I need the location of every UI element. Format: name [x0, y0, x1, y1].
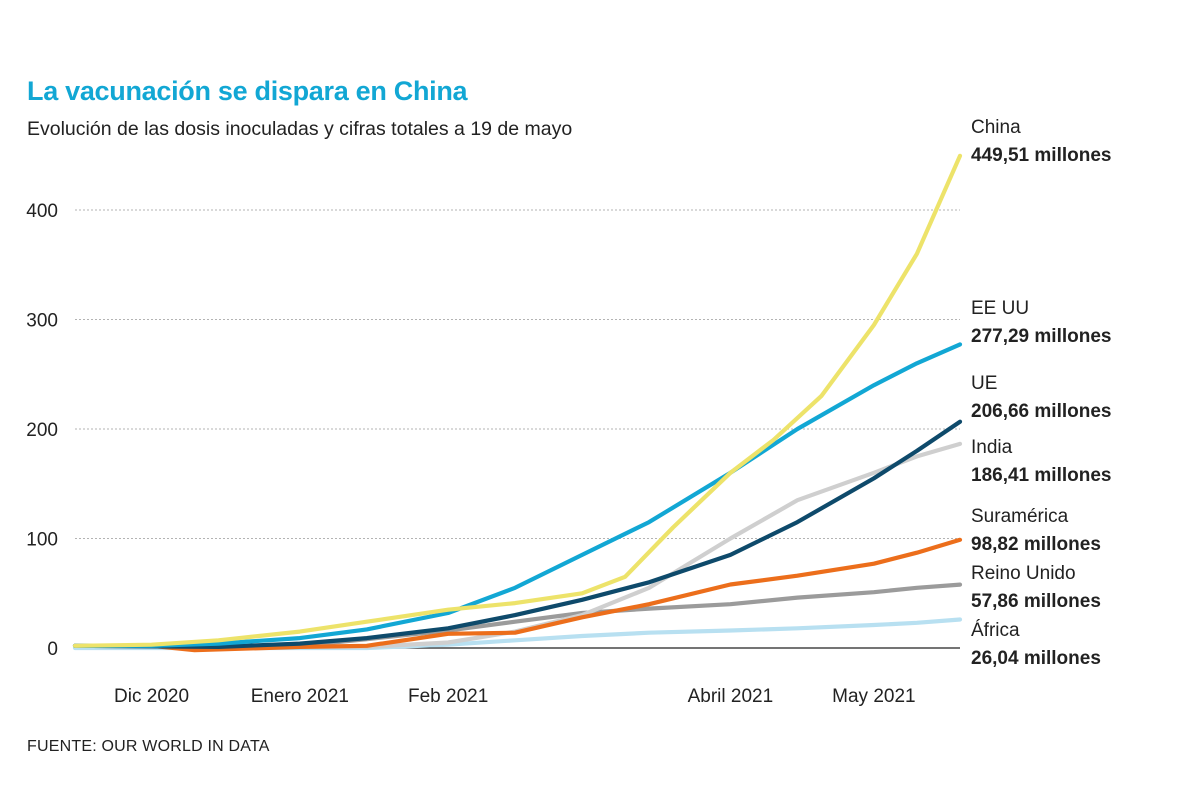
series-value-1: 277,29 millones: [971, 326, 1111, 347]
x-tick-label-1: Enero 2021: [251, 686, 349, 707]
series-line-2: [72, 419, 963, 649]
x-tick-label-4: May 2021: [832, 686, 915, 707]
chart-subtitle: Evolución de las dosis inoculadas y cifr…: [27, 118, 573, 140]
series-end-labels: China 449,51 millones EE UU 277,29 millones…: [971, 117, 1111, 669]
series-name-3: India: [971, 437, 1013, 458]
x-tick-label-3: Abril 2021: [688, 686, 774, 707]
y-tick-label-0: 0: [47, 639, 58, 660]
series-value-6: 26,04 millones: [971, 648, 1101, 669]
series-value-0: 449,51 millones: [971, 145, 1111, 166]
y-axis-ticks: 0 100 200 300 400: [26, 201, 58, 660]
chart-title: La vacunación se dispara en China: [27, 76, 468, 106]
series-name-1: EE UU: [971, 298, 1029, 319]
series-line-1: [72, 342, 963, 648]
series-value-3: 186,41 millones: [971, 465, 1111, 486]
series-line-4: [72, 537, 963, 653]
series-name-2: UE: [971, 373, 997, 394]
series-value-5: 57,86 millones: [971, 591, 1101, 612]
series-name-6: África: [971, 620, 1020, 641]
series-name-4: Suramérica: [971, 506, 1069, 527]
x-axis-ticks: Dic 2020 Enero 2021 Feb 2021 Abril 2021 May …: [114, 686, 916, 707]
y-tick-label-200: 200: [26, 420, 58, 441]
y-tick-label-400: 400: [26, 201, 58, 222]
x-tick-label-0: Dic 2020: [114, 686, 189, 707]
x-tick-label-2: Feb 2021: [408, 686, 488, 707]
series-name-0: China: [971, 117, 1021, 138]
series-line-0: [72, 153, 963, 648]
grid-lines: [75, 209, 960, 649]
series-value-4: 98,82 millones: [971, 534, 1101, 555]
series-value-2: 206,66 millones: [971, 401, 1111, 422]
y-tick-label-100: 100: [26, 530, 58, 551]
series-name-5: Reino Unido: [971, 563, 1076, 584]
y-tick-label-300: 300: [26, 311, 58, 332]
series-lines: [72, 153, 963, 653]
source-note: FUENTE: OUR WORLD IN DATA: [27, 738, 270, 755]
